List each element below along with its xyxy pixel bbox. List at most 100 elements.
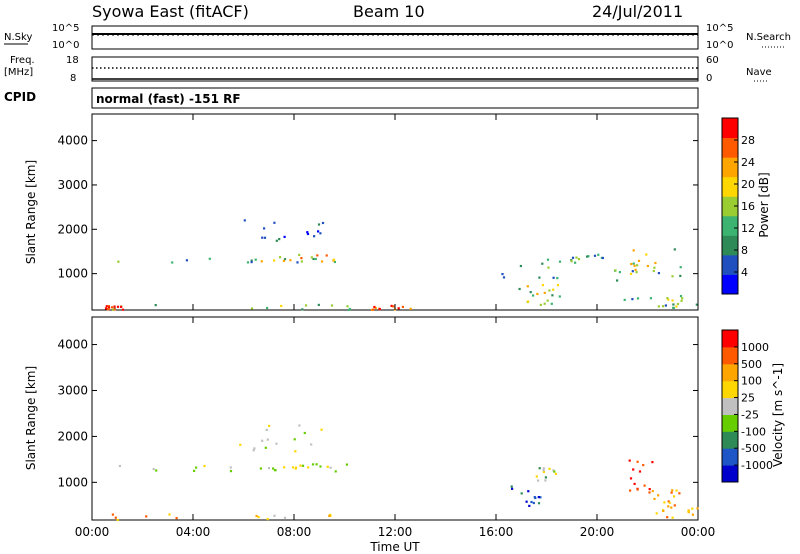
range-cell	[654, 261, 657, 265]
range-cell	[667, 505, 670, 508]
range-cell	[333, 258, 336, 261]
range-cell	[657, 494, 660, 497]
freq-label: Freq.	[10, 55, 35, 66]
range-cell	[254, 258, 257, 261]
range-cell	[266, 438, 269, 441]
range-cell	[118, 464, 121, 468]
range-cell	[502, 276, 506, 279]
range-cell	[535, 475, 538, 478]
freq-unit-label: [MHz]	[4, 67, 33, 78]
time-axis-label: Time UT	[369, 540, 420, 554]
range-cell	[311, 463, 315, 466]
range-cell	[542, 469, 545, 472]
range-cell	[628, 459, 631, 462]
range-cell	[272, 467, 275, 470]
range-cell	[643, 484, 646, 487]
range-cell	[409, 307, 412, 310]
range-cell	[275, 442, 278, 445]
range-cell	[299, 464, 302, 467]
range-cell	[246, 261, 250, 264]
range-cell	[666, 297, 669, 300]
range-cell	[325, 254, 328, 257]
range-cell	[662, 509, 665, 512]
range-cell	[294, 450, 297, 453]
range-cell	[300, 260, 303, 263]
range-cell	[633, 482, 636, 485]
range-cell	[671, 299, 674, 302]
range-cell	[618, 271, 621, 274]
range-cell	[616, 279, 619, 282]
range-cell	[319, 465, 322, 468]
x-tick-label: 12:00	[378, 525, 413, 539]
range-cell	[631, 298, 634, 301]
range-cell	[636, 297, 640, 300]
range-cell	[252, 449, 255, 452]
range-cell	[537, 479, 540, 482]
range-cell	[294, 467, 297, 470]
range-cell	[552, 276, 555, 279]
range-cell	[556, 284, 560, 287]
range-cell	[675, 489, 678, 492]
freq-bottom-tick: 8	[70, 73, 76, 84]
range-cell	[273, 514, 276, 517]
range-cell	[112, 308, 115, 311]
nsky-label: N.Sky	[4, 32, 32, 43]
range-cell	[401, 305, 404, 308]
range-cell	[532, 294, 535, 297]
colorbar-segment	[722, 274, 738, 295]
y-tick-label: 3000	[57, 383, 88, 397]
range-cell	[534, 496, 537, 500]
range-cell	[695, 303, 698, 306]
colorbar-segment	[722, 118, 738, 139]
range-cell	[168, 513, 171, 516]
range-cell	[303, 431, 306, 435]
cpid-value: normal (fast) -151 RF	[96, 92, 241, 106]
range-cell	[282, 259, 285, 262]
date-label: 24/Jul/2011	[592, 2, 683, 21]
range-cell	[554, 472, 557, 475]
range-cell	[570, 260, 573, 263]
range-cell	[630, 262, 633, 266]
range-cell	[257, 516, 260, 519]
nsearch-label: N.Search	[746, 32, 791, 43]
range-cell	[542, 470, 545, 473]
y-tick-label: 3000	[57, 178, 88, 192]
range-cell	[291, 466, 295, 469]
range-cell	[392, 305, 395, 308]
range-cell	[587, 255, 590, 258]
range-cell	[110, 306, 114, 309]
colorbar-segment	[722, 380, 738, 399]
range-cell	[667, 500, 670, 503]
range-cell	[310, 256, 313, 259]
range-cell	[397, 307, 400, 310]
beam-label: Beam 10	[353, 2, 425, 21]
range-cell	[306, 232, 310, 236]
range-cell	[289, 259, 292, 262]
range-cell	[373, 305, 376, 309]
colorbar-segment	[722, 330, 738, 348]
range-cell	[273, 221, 276, 224]
range-cell	[601, 256, 604, 260]
colorbar-tick-label: -1000	[741, 459, 773, 472]
range-cell	[676, 302, 680, 306]
power-colorbar-label: Power [dB]	[757, 172, 771, 237]
range-cell	[175, 517, 178, 520]
range-cell	[642, 464, 645, 467]
range-cell	[520, 492, 523, 495]
range-cell	[631, 270, 634, 273]
colorbar-tick-label: 20	[741, 178, 755, 191]
x-tick-label: 08:00	[277, 525, 312, 539]
range-cell	[635, 271, 638, 274]
range-cell	[652, 269, 655, 273]
power-panel: 1000 2000 3000 4000 Slant Range [km] 4 8 12 16…	[24, 113, 771, 311]
colorbar-tick-label: 25	[741, 392, 755, 405]
range-cell	[145, 515, 148, 518]
x-tick-label: 16:00	[479, 525, 514, 539]
range-cell	[374, 306, 377, 310]
range-cell	[637, 259, 641, 262]
range-cell	[346, 305, 349, 308]
range-cell	[239, 443, 242, 446]
range-cell	[117, 260, 120, 263]
range-cell	[104, 307, 108, 310]
